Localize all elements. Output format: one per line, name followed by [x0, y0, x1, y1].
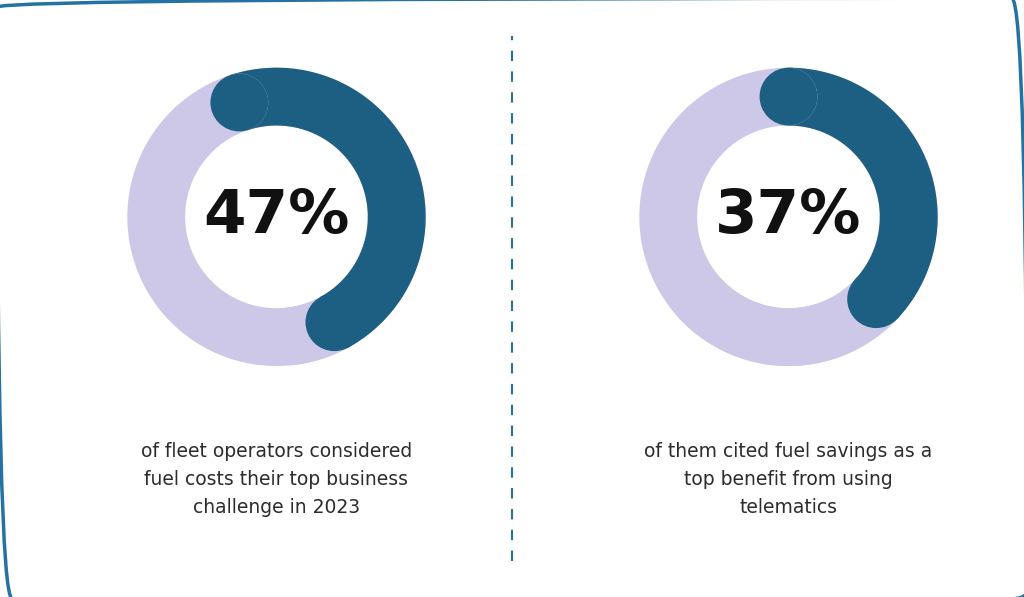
Circle shape [760, 69, 817, 125]
Circle shape [760, 69, 817, 125]
Polygon shape [680, 69, 937, 365]
Circle shape [306, 294, 362, 350]
Polygon shape [788, 69, 937, 318]
Text: 37%: 37% [715, 187, 862, 247]
Circle shape [211, 74, 267, 131]
Circle shape [263, 308, 319, 364]
Polygon shape [230, 69, 425, 364]
Text: of them cited fuel savings as a
top benefit from using
telematics: of them cited fuel savings as a top bene… [644, 442, 933, 518]
Text: 47%: 47% [203, 187, 350, 247]
Circle shape [673, 271, 729, 327]
Polygon shape [230, 69, 425, 347]
Text: of fleet operators considered
fuel costs their top business
challenge in 2023: of fleet operators considered fuel costs… [141, 442, 412, 518]
Polygon shape [640, 69, 937, 365]
Circle shape [848, 271, 904, 327]
Circle shape [211, 74, 267, 131]
Polygon shape [128, 69, 425, 365]
